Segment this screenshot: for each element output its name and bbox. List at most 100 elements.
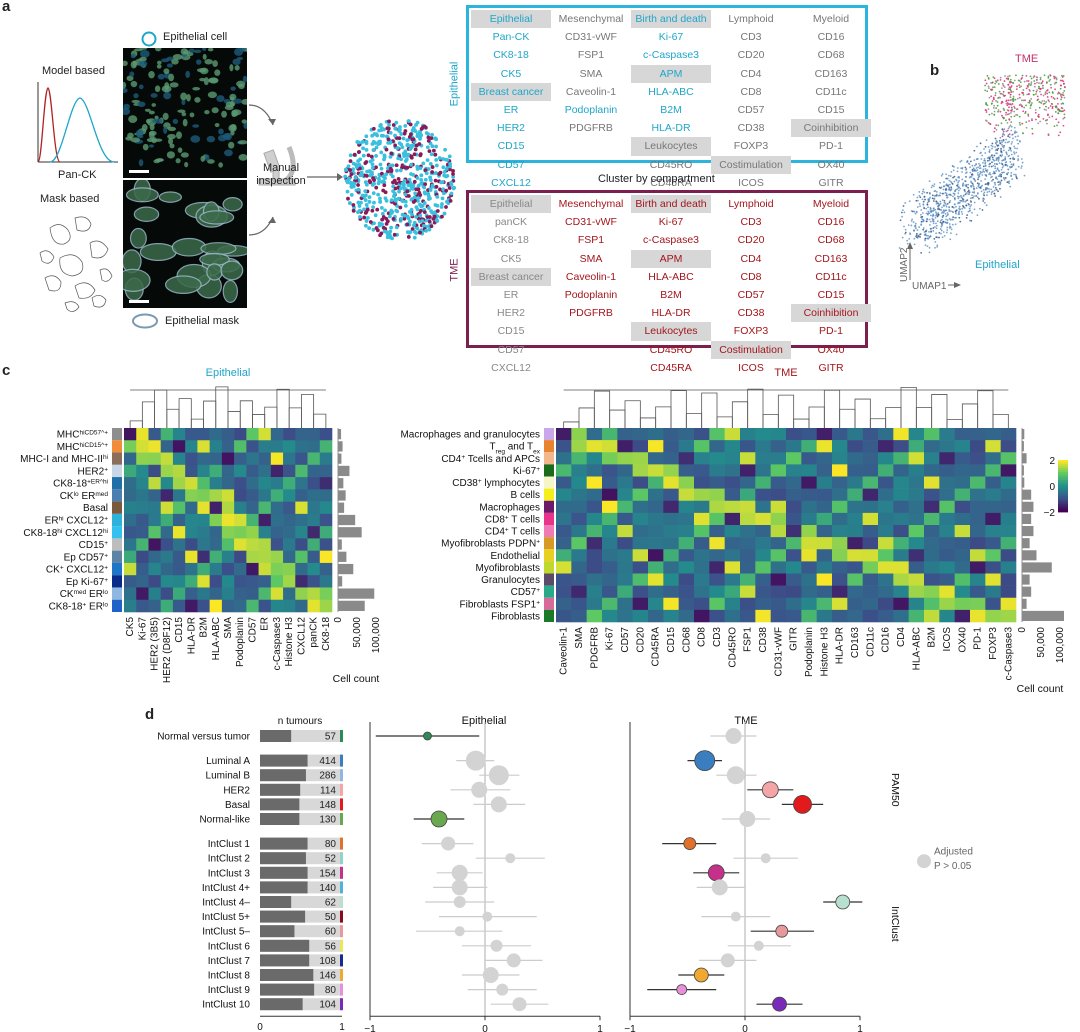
heatmap-cell [648, 464, 664, 477]
cell-count-bar [1022, 465, 1024, 476]
heatmap-cell [209, 428, 223, 441]
heatmap-cell [939, 537, 955, 550]
table-cell: Costimulation [711, 155, 791, 174]
heatmap-cell [319, 562, 333, 576]
row-color-swatch [544, 549, 554, 562]
epithelial-table-box [466, 5, 868, 163]
heatmap-cell [755, 525, 771, 538]
heatmap-cell [847, 585, 863, 599]
heatmap-cell [678, 512, 695, 526]
heatmap-row-label: CD57+ [511, 587, 541, 599]
heatmap-cells [124, 428, 333, 613]
heatmap-cell [724, 428, 741, 441]
effect-point [793, 795, 812, 814]
heatmap-cell [724, 561, 741, 574]
colorbar-segment [1058, 474, 1068, 477]
effect-point [496, 983, 509, 996]
heatmap-cell [283, 440, 296, 453]
heatmap-cell [556, 428, 572, 441]
forest-row-label: IntClust 5+ [202, 912, 250, 923]
heatmap-cell [801, 500, 817, 514]
heatmap-cell [878, 452, 894, 465]
effect-point [683, 837, 697, 851]
heatmap-cell [709, 585, 725, 599]
heatmap-cell [893, 500, 909, 514]
heatmap-cell [617, 452, 633, 465]
effect-point [726, 766, 745, 785]
heatmap-cell [283, 538, 296, 551]
effect-point [423, 731, 432, 741]
cell-count-tick: 50,000 [352, 617, 363, 648]
epithelial-mask-label: Epithelial mask [165, 315, 239, 327]
n-tumours-header: n tumours [278, 716, 322, 727]
heatmap-cell [724, 512, 741, 526]
heatmap-cell [648, 428, 664, 441]
heatmap-cell [617, 512, 633, 526]
group-color-tag [340, 866, 343, 879]
effect-point [694, 750, 716, 771]
x-tick: 0 [482, 1024, 488, 1032]
heatmap-cell [307, 538, 321, 551]
heatmap-cell [617, 561, 633, 574]
heatmap-cell [307, 477, 321, 490]
heatmap-cell [221, 428, 235, 441]
heatmap-cell [954, 476, 971, 489]
table-cell: CD15 [497, 325, 525, 338]
heatmap-cell [939, 464, 955, 477]
heatmap-title: Epithelial [206, 367, 251, 379]
heatmap-cell [924, 561, 940, 574]
forest-row-label: IntClust 10 [202, 1000, 250, 1011]
heatmap-cell [136, 477, 149, 490]
heatmap-cell [571, 488, 587, 502]
heatmap-cell [571, 525, 587, 538]
forest-row-label: IntClust 9 [208, 985, 251, 996]
heatmap-cell [602, 597, 618, 611]
heatmap-cell [295, 428, 308, 441]
heatmap-cell [172, 550, 186, 564]
heatmap-cell [694, 440, 710, 453]
table-cell: CD45RO [649, 343, 693, 356]
heatmap-cell [632, 597, 649, 611]
table-cell: CD163 [814, 252, 848, 265]
heatmap-cell [786, 488, 802, 502]
heatmap-cell [648, 537, 664, 550]
heatmap-cell [172, 526, 186, 539]
heatmap-cell [234, 526, 247, 539]
colorbar-segment [1058, 506, 1068, 509]
heatmap-cell [319, 440, 333, 453]
row-color-swatch [544, 500, 554, 513]
table-cell: Myeloid [812, 198, 850, 211]
heatmap-cell [908, 500, 925, 514]
heatmap-cell [755, 537, 771, 550]
heatmap-cell [571, 609, 587, 623]
heatmap-cell [954, 428, 971, 441]
table-cell: B2M [660, 289, 682, 302]
heatmap-cell [185, 562, 198, 576]
heatmap-cell [221, 526, 235, 539]
heatmap-row-label: MHChiCD15^+ [57, 441, 109, 453]
heatmap-cell [258, 550, 272, 564]
epithelial-pct-bar [260, 813, 300, 825]
heatmap-column-label: CD68 [681, 627, 692, 653]
table-row: Pan-CK CD31-vWF Ki-67 CD3 CD16 [471, 28, 871, 46]
heatmap-cell [832, 573, 848, 586]
heatmap-cell [234, 599, 247, 613]
heatmap-cell [709, 597, 725, 611]
heatmap-cell [755, 549, 771, 562]
heatmap-column-label: HLA-DR [186, 617, 197, 654]
table-cell: CK5 [500, 67, 522, 80]
heatmap-cell [740, 597, 756, 611]
heatmap-cell [724, 488, 741, 502]
cell-count-bar [338, 514, 356, 526]
cell-count-bar [338, 502, 345, 513]
effect-point [693, 967, 709, 983]
cell-count-tick: 100,000 [1055, 627, 1066, 664]
panel-label-b: b [930, 62, 940, 79]
heatmap-cell [258, 599, 272, 613]
cell-count-bar [338, 539, 342, 550]
heatmap-cell [709, 537, 725, 550]
table-row: CK5 SMA APM CD4 CD163 [471, 249, 871, 268]
heatmap-cell [648, 512, 664, 526]
heatmap-cell [295, 489, 308, 502]
n-tumours-value: 114 [320, 785, 336, 796]
